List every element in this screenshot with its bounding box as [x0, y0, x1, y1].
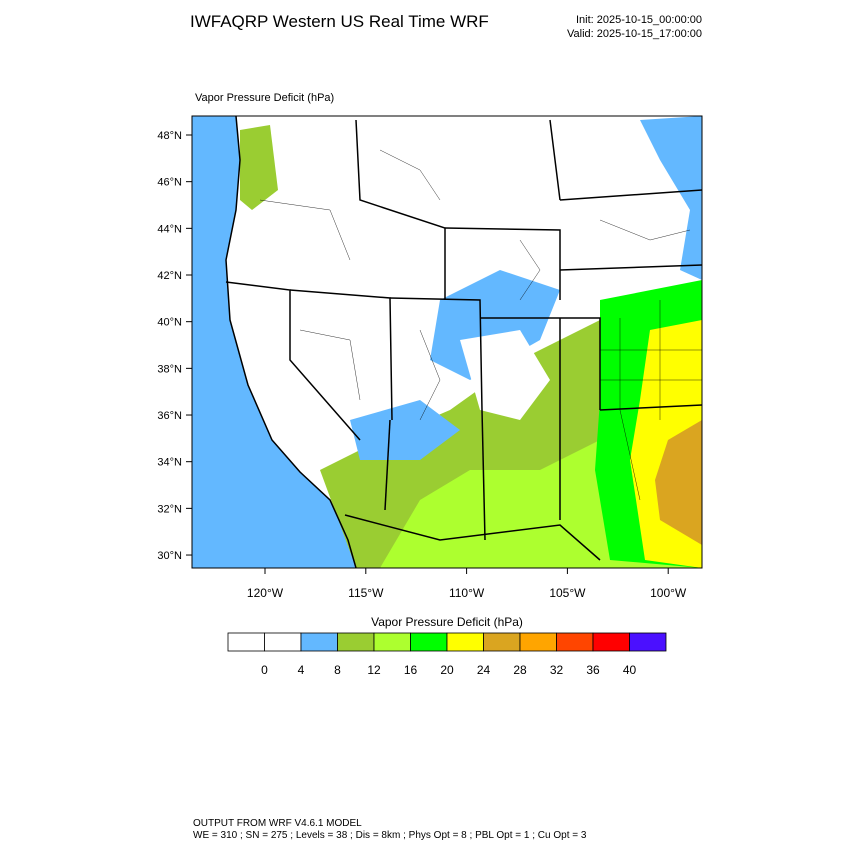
colorbar-box [300, 632, 338, 652]
lon-label: 120°W [247, 586, 284, 600]
init-time: Init: 2025-10-15_00:00:00 [576, 14, 702, 26]
colorbar-box [373, 632, 411, 652]
lat-label: 36°N [157, 410, 182, 422]
lon-label: 105°W [549, 586, 586, 600]
colorbar-label: 32 [550, 663, 564, 677]
footer-line: OUTPUT FROM WRF V4.6.1 MODEL [193, 818, 362, 829]
lat-label: 44°N [157, 223, 182, 235]
colorbar-box [410, 632, 448, 652]
lat-label: 46°N [157, 177, 182, 189]
colorbar-box [483, 632, 521, 652]
lat-label: 48°N [157, 130, 182, 142]
lon-label: 115°W [348, 586, 384, 600]
colorbar-label: 36 [586, 663, 600, 677]
colorbar-label: 4 [298, 663, 305, 677]
lat-label: 30°N [157, 550, 182, 562]
lat-label: 40°N [157, 317, 182, 329]
colorbar-label: 40 [623, 663, 637, 677]
colorbar-label: 8 [334, 663, 341, 677]
colorbar-label: 0 [261, 663, 268, 677]
colorbar-box [446, 632, 484, 652]
map-label: Vapor Pressure Deficit (hPa) [195, 92, 334, 104]
colorbar-box [264, 632, 302, 652]
map [191, 115, 703, 569]
colorbar-box [519, 632, 557, 652]
colorbar-title: Vapor Pressure Deficit (hPa) [371, 615, 523, 629]
lon-label: 100°W [650, 586, 687, 600]
lat-label: 32°N [157, 503, 182, 515]
colorbar-box [556, 632, 594, 652]
colorbar-box [337, 632, 375, 652]
lon-label: 110°W [449, 586, 485, 600]
title: IWFAQRP Western US Real Time WRF [190, 12, 489, 31]
footer-line: WE = 310 ; SN = 275 ; Levels = 38 ; Dis … [193, 830, 587, 841]
lat-label: 42°N [157, 270, 182, 282]
colorbar: 0 4 8 12 16 20 24 28 32 36 40 [227, 632, 667, 677]
map-ticks: 48°N 46°N 44°N 42°N 40°N 38°N 36°N 34°N 32°N 30°N… [157, 130, 687, 600]
lat-label: 34°N [157, 457, 182, 469]
colorbar-box [592, 632, 630, 652]
lat-label: 38°N [157, 363, 182, 375]
colorbar-label: 16 [404, 663, 418, 677]
colorbar-box [227, 632, 265, 652]
colorbar-label: 24 [477, 663, 491, 677]
colorbar-box [629, 632, 667, 652]
colorbar-label: 20 [440, 663, 454, 677]
colorbar-label: 28 [513, 663, 527, 677]
valid-time: Valid: 2025-10-15_17:00:00 [567, 28, 702, 40]
colorbar-label: 12 [367, 663, 381, 677]
